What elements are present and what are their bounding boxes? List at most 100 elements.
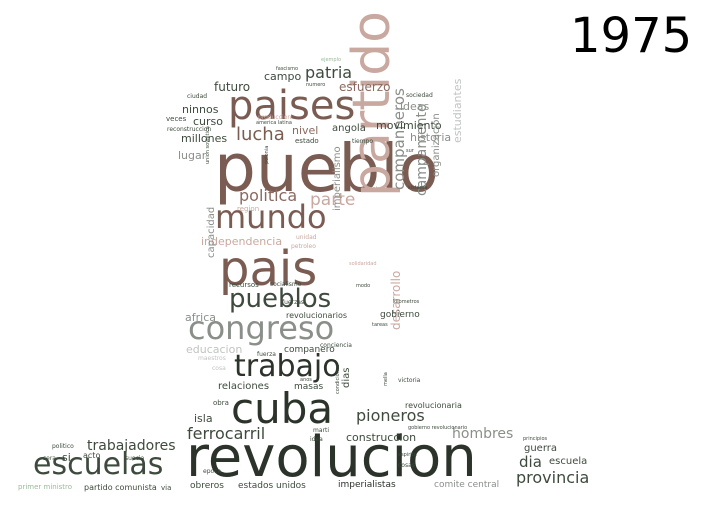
cloud-word: sociedad <box>406 92 433 99</box>
cloud-word: epoca <box>203 468 222 475</box>
cloud-word: via <box>161 484 172 492</box>
cloud-word: isla <box>194 412 213 425</box>
cloud-word: curso <box>193 115 224 128</box>
cloud-word: politico <box>52 443 74 450</box>
cloud-word: imperialistas <box>338 480 396 490</box>
cloud-word: idea <box>310 436 323 443</box>
cloud-word: ciudad <box>187 93 208 100</box>
cloud-word: acto <box>83 451 101 460</box>
cloud-word: sur <box>406 148 414 154</box>
cloud-word: revolucionarios <box>286 311 348 320</box>
cloud-word: independencia <box>201 235 283 248</box>
cloud-word: trabajadores <box>87 438 176 454</box>
cloud-word: pueblo <box>214 130 439 207</box>
cloud-word: futuro <box>214 80 251 94</box>
cloud-word: petroleo <box>291 243 316 250</box>
cloud-word: obreros <box>190 481 224 491</box>
cloud-word: gobierno revolucionario <box>408 425 468 431</box>
cloud-word: partido comunista <box>84 483 157 492</box>
cloud-word: congreso <box>188 309 335 347</box>
year-label: 1975 <box>570 8 693 64</box>
cloud-word: kilometros <box>393 299 420 305</box>
cloud-word: estados unidos <box>238 481 306 491</box>
cloud-word: pueblos <box>229 284 332 314</box>
cloud-word: politica <box>239 186 298 205</box>
cloud-word: guerra <box>524 443 558 454</box>
cloud-word: polonia <box>264 145 270 164</box>
cloud-word: anos <box>300 377 312 383</box>
cloud-word: ninnos <box>182 103 219 116</box>
cloud-word: ferrocarril <box>187 424 266 443</box>
cloud-word: revolucionaria <box>405 401 462 410</box>
cloud-word: cosa <box>212 365 226 372</box>
cloud-word: trabajo <box>234 349 341 384</box>
cloud-word: angola <box>332 123 366 134</box>
cloud-word: modo <box>356 283 371 289</box>
cloud-word: maestros <box>198 355 226 362</box>
cloud-word: veces <box>166 115 187 123</box>
cloud-word: africa <box>185 311 216 324</box>
cloud-word: sistema <box>408 185 428 191</box>
cloud-word: escuelas <box>33 447 164 482</box>
cloud-word: espiritu <box>398 452 417 458</box>
cloud-word: pioneros <box>356 406 425 425</box>
cloud-word: nivel <box>292 124 319 137</box>
cloud-word: tiempo <box>352 138 374 145</box>
cloud-word: condiciones <box>335 364 341 394</box>
cloud-word: recursos <box>229 281 259 289</box>
cloud-word: parte <box>310 190 356 210</box>
cloud-word: socialismo <box>270 281 302 288</box>
cloud-word: construccion <box>346 431 417 444</box>
cloud-word: estudiantes <box>451 78 464 143</box>
cloud-word: cosas <box>398 462 415 469</box>
cloud-word: unidad <box>296 234 317 241</box>
cloud-word: educacion <box>186 343 243 356</box>
cloud-word: sera <box>43 455 56 462</box>
cloud-word: tareas <box>372 322 388 328</box>
cloud-word: primer ministro <box>18 483 73 491</box>
cloud-word: numero <box>306 82 326 88</box>
cloud-word: union sovietica <box>205 126 211 164</box>
cloud-word: estado <box>295 137 319 145</box>
cloud-word: relaciones <box>218 381 270 392</box>
cloud-word: region <box>237 205 260 213</box>
cloud-word: victoria <box>398 377 421 384</box>
cloud-word: paises <box>228 83 356 129</box>
cloud-word: provincia <box>516 468 590 487</box>
cloud-word: reconstruccion <box>167 126 212 133</box>
cloud-word: capacidad <box>206 206 217 258</box>
cloud-word: conciencia <box>320 342 352 349</box>
cloud-word: campamento <box>414 103 430 196</box>
cloud-word: dias <box>341 367 352 388</box>
cloud-word: patria <box>305 63 353 82</box>
cloud-word: obra <box>213 399 229 407</box>
cloud-word: fuerza <box>257 351 276 358</box>
cloud-word: millones <box>181 132 228 145</box>
cloud-word: lugar <box>178 149 207 162</box>
cloud-word: movimiento <box>376 119 442 132</box>
cloud-word: cuba <box>231 384 334 433</box>
cloud-word: si <box>62 451 71 464</box>
cloud-word: america latina <box>256 120 292 126</box>
cloud-word: gobierno <box>380 310 420 320</box>
cloud-word: imperialismo <box>332 146 343 211</box>
cloud-word: produccion <box>258 114 292 121</box>
cloud-word: comite central <box>434 480 500 490</box>
cloud-word: masas <box>294 382 324 392</box>
cloud-word: historia <box>410 131 452 144</box>
cloud-word: mella <box>383 372 389 386</box>
cloud-word: principios <box>523 436 548 442</box>
cloud-word: escuela <box>549 456 588 467</box>
cloud-word: mundo <box>215 198 327 236</box>
cloud-word: ideas <box>400 100 430 113</box>
cloud-word: solidaridad <box>349 261 377 267</box>
cloud-word: juventud <box>362 186 385 192</box>
cloud-word: fuerzas <box>282 299 305 306</box>
cloud-word: lucha <box>236 124 285 145</box>
cloud-word: organizacion <box>431 113 442 177</box>
cloud-word: fascismo <box>276 66 299 72</box>
cloud-word: pais <box>219 241 318 297</box>
cloud-word: revolucion <box>186 425 477 490</box>
